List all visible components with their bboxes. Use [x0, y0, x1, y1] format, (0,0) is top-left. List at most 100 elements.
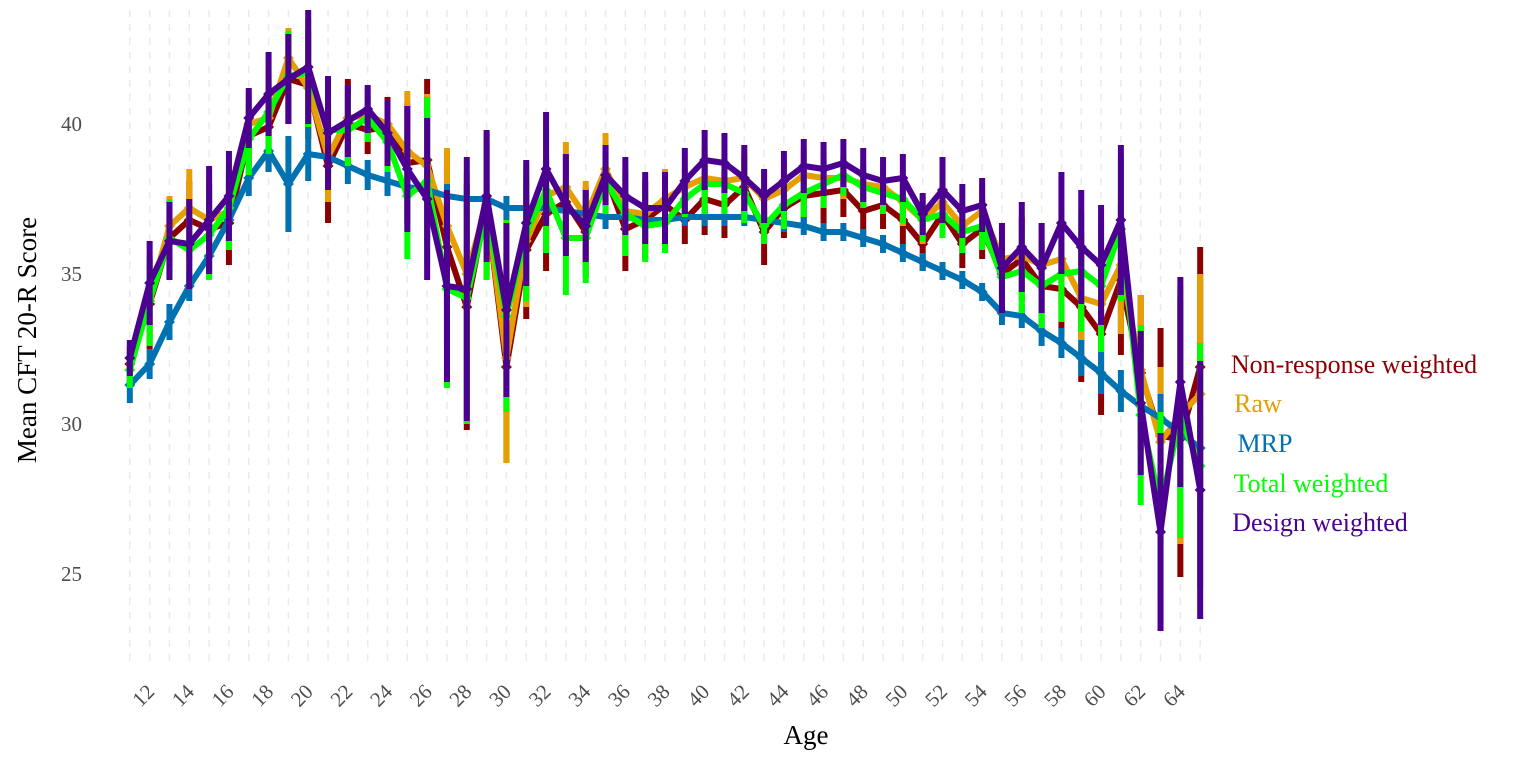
data-point	[639, 202, 651, 214]
data-point	[163, 316, 175, 328]
x-axis-title: Age	[784, 720, 829, 750]
data-point	[1075, 352, 1087, 364]
series-label: Raw	[1234, 389, 1282, 418]
y-tick-label: 25	[61, 562, 82, 586]
data-point	[1095, 259, 1107, 271]
data-point	[520, 217, 532, 229]
data-point	[699, 211, 711, 223]
data-point	[1075, 241, 1087, 253]
data-point	[837, 226, 849, 238]
x-tick-label: 28	[445, 680, 477, 712]
x-tick-label: 16	[207, 680, 239, 712]
x-tick-label: 40	[682, 680, 714, 712]
x-tick-label: 46	[801, 680, 833, 712]
data-point	[1055, 217, 1067, 229]
data-point	[1115, 214, 1127, 226]
data-point	[738, 172, 750, 184]
x-tick-label: 18	[246, 680, 278, 712]
x-tick-label: 48	[841, 680, 873, 712]
data-point	[1174, 376, 1186, 388]
data-point	[659, 202, 671, 214]
data-point	[1135, 397, 1147, 409]
data-point	[1155, 526, 1167, 538]
data-point	[1016, 241, 1028, 253]
y-tick-label: 40	[61, 112, 82, 136]
y-axis-ticks: 25 30 35 40	[61, 112, 82, 586]
x-tick-label: 44	[762, 679, 794, 711]
x-tick-label: 64	[1158, 679, 1190, 711]
x-tick-label: 34	[563, 679, 595, 711]
data-point	[322, 127, 334, 139]
data-point	[699, 154, 711, 166]
x-tick-label: 52	[920, 680, 952, 712]
series-label: MRP	[1238, 429, 1293, 458]
data-point	[937, 265, 948, 277]
data-point	[540, 163, 552, 175]
grid	[129, 10, 1201, 667]
data-point	[877, 238, 889, 250]
data-point	[897, 172, 909, 184]
data-point	[500, 304, 512, 316]
data-point	[798, 220, 810, 232]
x-tick-label: 36	[603, 680, 635, 712]
data-point	[857, 205, 869, 217]
series-label: Total weighted	[1234, 469, 1389, 498]
data-point	[1095, 367, 1107, 379]
data-point	[461, 283, 473, 295]
data-point	[163, 235, 175, 247]
x-tick-label: 42	[722, 680, 754, 712]
x-tick-label: 30	[484, 680, 516, 712]
data-point	[818, 226, 830, 238]
data-point	[203, 214, 215, 226]
series-design-weighted	[124, 10, 1206, 631]
data-point	[798, 160, 810, 172]
data-point	[1194, 484, 1206, 496]
data-point	[580, 220, 592, 232]
data-point	[282, 178, 294, 190]
series-labels: Non-response weighted Raw MRP Total weighte…	[1231, 350, 1477, 537]
data-point	[679, 175, 691, 187]
data-point	[956, 274, 968, 286]
data-point	[1016, 310, 1028, 322]
data-point	[243, 172, 255, 184]
series-label: Non-response weighted	[1231, 350, 1477, 379]
data-point	[917, 256, 929, 268]
data-point	[481, 190, 493, 202]
data-point	[619, 190, 631, 202]
y-tick-label: 35	[61, 262, 82, 286]
data-point	[877, 175, 889, 187]
x-tick-label: 62	[1118, 680, 1150, 712]
data-point	[243, 112, 255, 124]
data-point	[937, 184, 948, 196]
data-point	[778, 175, 790, 187]
series-label: Design weighted	[1232, 508, 1407, 537]
data-point	[857, 232, 869, 244]
x-tick-label: 12	[127, 680, 159, 712]
data-point	[956, 205, 968, 217]
data-point	[600, 211, 612, 223]
data-point	[758, 190, 770, 202]
data-point	[976, 199, 988, 211]
data-point	[718, 157, 730, 169]
data-point	[302, 61, 314, 73]
data-point	[342, 115, 354, 127]
x-tick-label: 26	[405, 680, 437, 712]
data-point	[144, 358, 156, 370]
data-point	[362, 169, 374, 181]
data-point	[560, 199, 572, 211]
x-tick-label: 58	[1039, 680, 1071, 712]
x-tick-label: 20	[286, 680, 318, 712]
data-point	[976, 286, 988, 298]
y-axis-title: Mean CFT 20-R Score	[12, 217, 42, 463]
data-point	[837, 157, 849, 169]
data-point	[362, 103, 374, 115]
x-tick-label: 14	[167, 679, 199, 711]
data-point	[1036, 262, 1048, 274]
x-tick-label: 38	[643, 680, 675, 712]
data-point	[263, 88, 275, 100]
x-tick-label: 24	[365, 679, 397, 711]
data-point	[758, 220, 770, 232]
data-point	[441, 280, 453, 292]
